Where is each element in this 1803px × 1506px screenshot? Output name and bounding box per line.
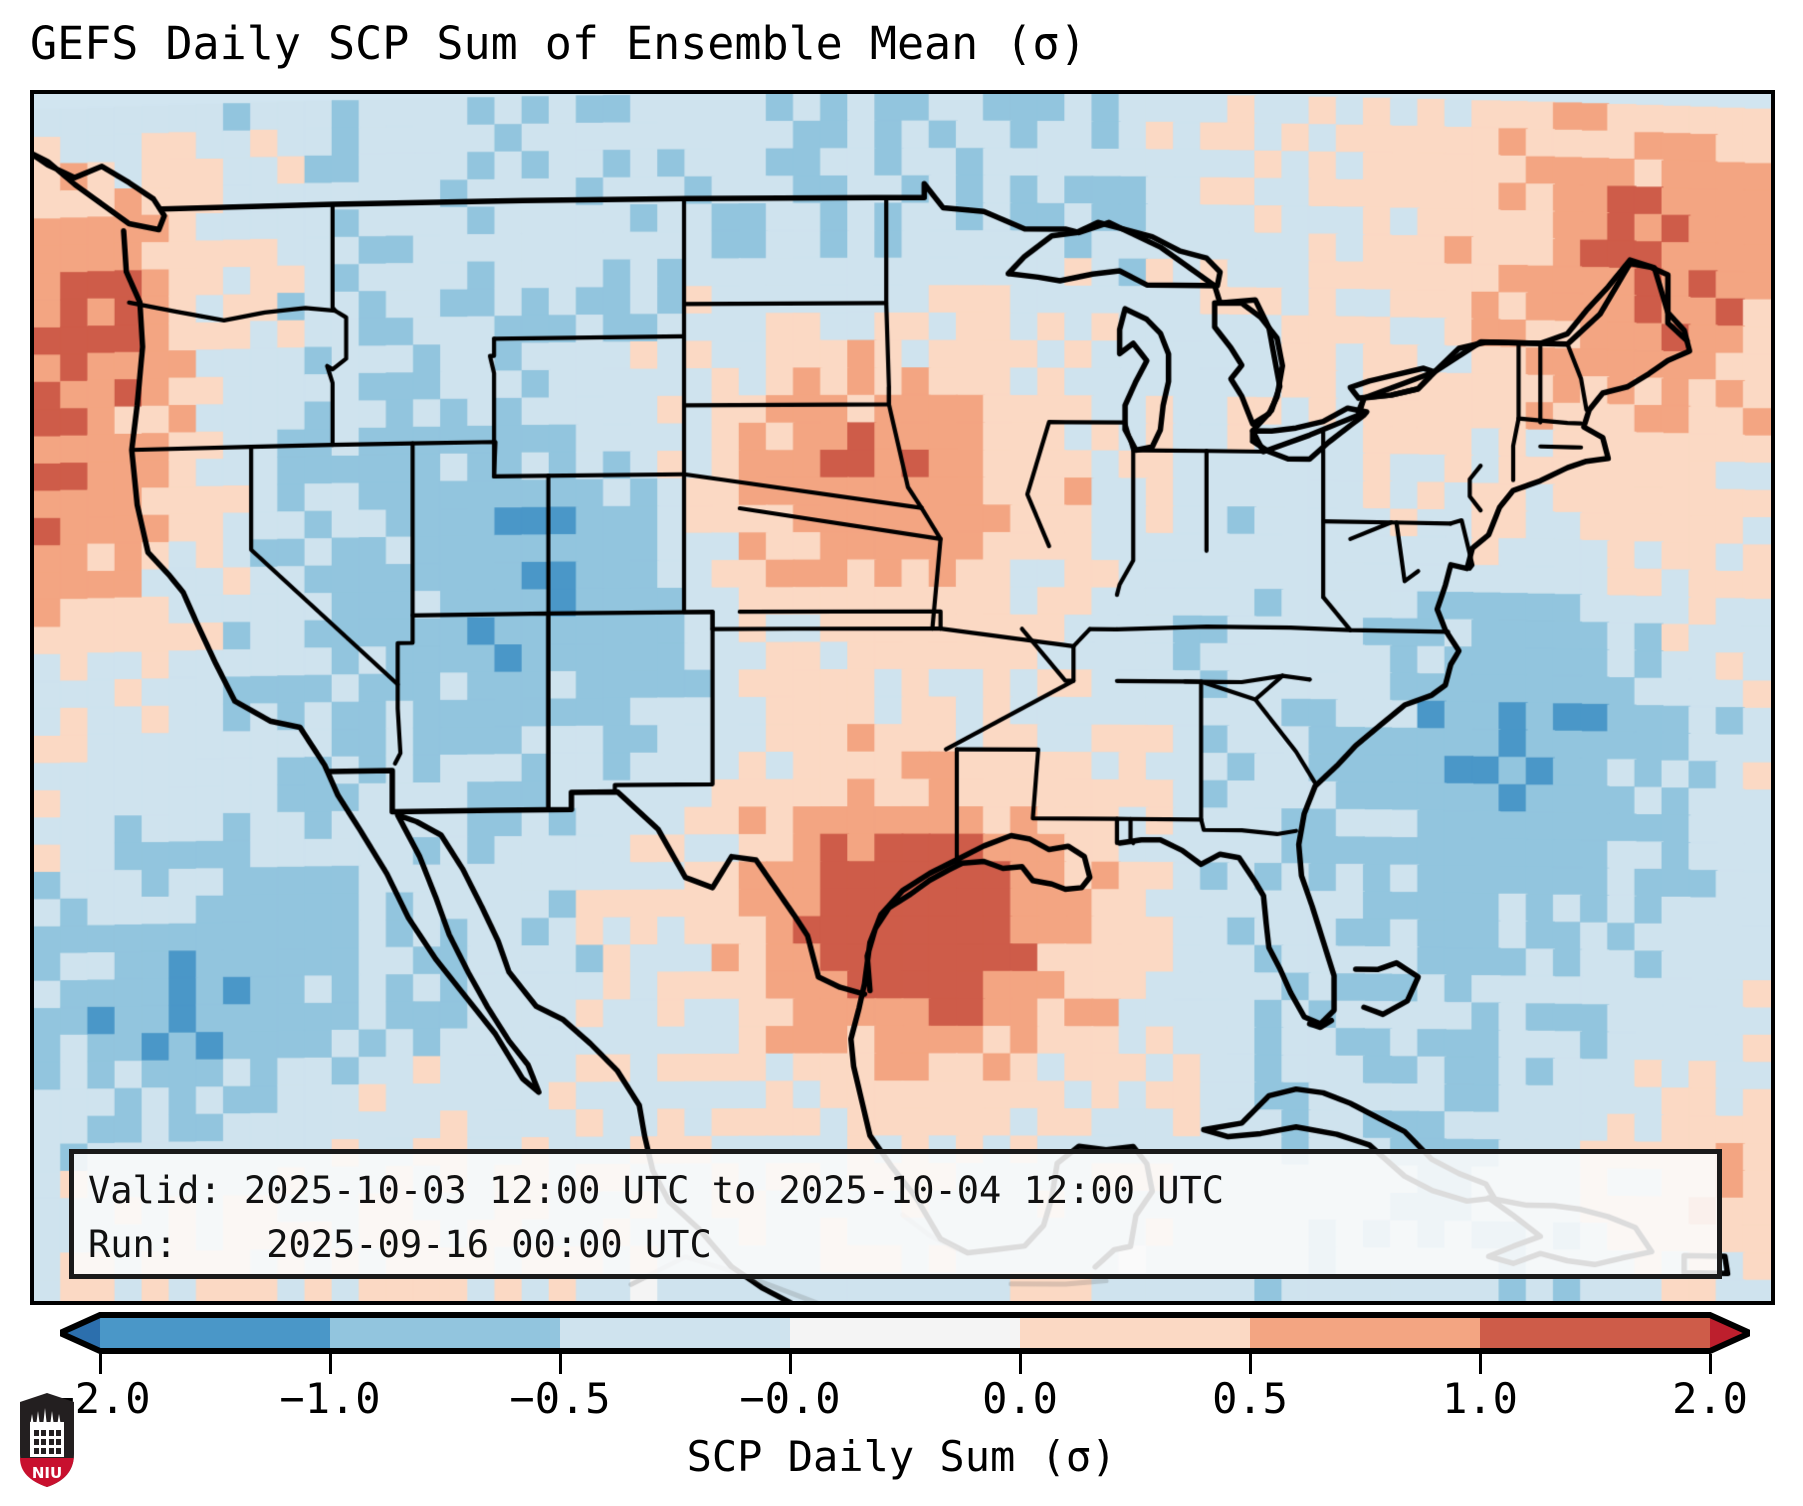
colorbar-extend-left bbox=[60, 1315, 100, 1351]
colorbar-band-4 bbox=[1020, 1315, 1251, 1351]
map-raster bbox=[34, 94, 1771, 1301]
info-run-line: Run: 2025-09-16 00:00 UTC bbox=[88, 1223, 712, 1266]
colorbar-band-0 bbox=[100, 1315, 331, 1351]
info-box: Valid: 2025-10-03 12:00 UTC to 2025-10-0… bbox=[69, 1149, 1722, 1279]
colorbar-ticklabel-4: 0.0 bbox=[982, 1374, 1058, 1423]
colorbar-extend-right bbox=[1710, 1315, 1750, 1351]
colorbar-tickmarks bbox=[0, 1354, 1803, 1378]
colorbar-tick-6 bbox=[1478, 1354, 1482, 1374]
colorbar-tick-2 bbox=[558, 1354, 562, 1374]
info-valid-line: Valid: 2025-10-03 12:00 UTC to 2025-10-0… bbox=[88, 1169, 1225, 1212]
figure-title: GEFS Daily SCP Sum of Ensemble Mean (σ) bbox=[30, 17, 1087, 70]
colorbar-tick-5 bbox=[1248, 1354, 1252, 1374]
niu-logo: NIU bbox=[20, 1393, 74, 1487]
colorbar-ticklabel-6: 1.0 bbox=[1442, 1374, 1518, 1423]
colorbar-ticklabel-3: −0.0 bbox=[739, 1374, 841, 1423]
colorbar-ticklabel-2: −0.5 bbox=[509, 1374, 611, 1423]
colorbar-ticklabel-1: −1.0 bbox=[279, 1374, 381, 1423]
colorbar-tick-4 bbox=[1018, 1354, 1022, 1374]
colorbar-ticklabels: −2.0 −1.0 −0.5 −0.0 0.0 0.5 1.0 2.0 bbox=[0, 1374, 1803, 1426]
colorbar-band-1 bbox=[330, 1315, 561, 1351]
map-panel: Valid: 2025-10-03 12:00 UTC to 2025-10-0… bbox=[30, 90, 1775, 1305]
colorbar-axis-label: SCP Daily Sum (σ) bbox=[686, 1432, 1117, 1481]
colorbar-band-6 bbox=[1480, 1315, 1711, 1351]
colorbar-ticklabel-7: 2.0 bbox=[1672, 1374, 1748, 1423]
colorbar bbox=[60, 1312, 1750, 1354]
colorbar-band-2 bbox=[560, 1315, 791, 1351]
colorbar-gradient bbox=[60, 1312, 1750, 1354]
colorbar-outline bbox=[60, 1312, 1750, 1354]
colorbar-ticklabel-5: 0.5 bbox=[1212, 1374, 1288, 1423]
colorbar-band-5 bbox=[1250, 1315, 1481, 1351]
colorbar-tick-1 bbox=[328, 1354, 332, 1374]
colorbar-band-3 bbox=[790, 1315, 1021, 1351]
colorbar-tick-7 bbox=[1708, 1354, 1712, 1374]
colorbar-tick-0 bbox=[98, 1354, 102, 1374]
colorbar-tick-3 bbox=[788, 1354, 792, 1374]
niu-logo-text: NIU bbox=[32, 1464, 62, 1482]
